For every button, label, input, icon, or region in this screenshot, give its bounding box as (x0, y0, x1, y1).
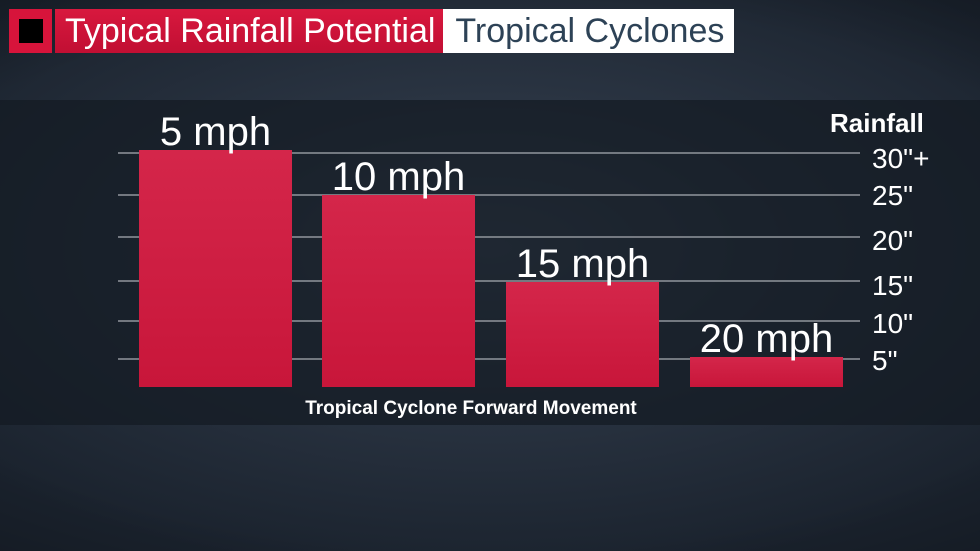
bar (139, 150, 292, 387)
bar (690, 357, 843, 387)
y-tick-label: 15" (872, 270, 913, 301)
y-axis-title: Rainfall (830, 108, 924, 138)
logo-square-icon (18, 19, 43, 43)
bar-label: 10 mph (332, 155, 465, 199)
bar-chart: 30"+ 25" 20" 15" 10" 5" Rainfall 5 mph 10 mph 15 … (118, 108, 929, 419)
bar-label: 15 mph (516, 242, 649, 286)
chart-subtitle: Tropical Cyclones (443, 9, 735, 53)
chart-title: Typical Rainfall Potential (55, 9, 444, 53)
title-banner: Typical Rainfall Potential Tropical Cycl… (9, 9, 735, 53)
chart-panel: 30"+ 25" 20" 15" 10" 5" Rainfall 5 mph 10 mph 15 … (0, 100, 980, 425)
x-axis-title: Tropical Cyclone Forward Movement (305, 398, 637, 419)
y-tick-label: 20" (872, 225, 913, 256)
y-tick-label: 25" (872, 180, 913, 211)
bar-label: 5 mph (160, 110, 271, 154)
bar (506, 282, 659, 387)
y-tick-label: 5" (872, 345, 898, 376)
y-tick-label: 30"+ (872, 143, 929, 174)
bar (322, 195, 475, 387)
logo-icon (9, 9, 52, 53)
bar-label: 20 mph (700, 317, 833, 361)
y-tick-label: 10" (872, 308, 913, 339)
